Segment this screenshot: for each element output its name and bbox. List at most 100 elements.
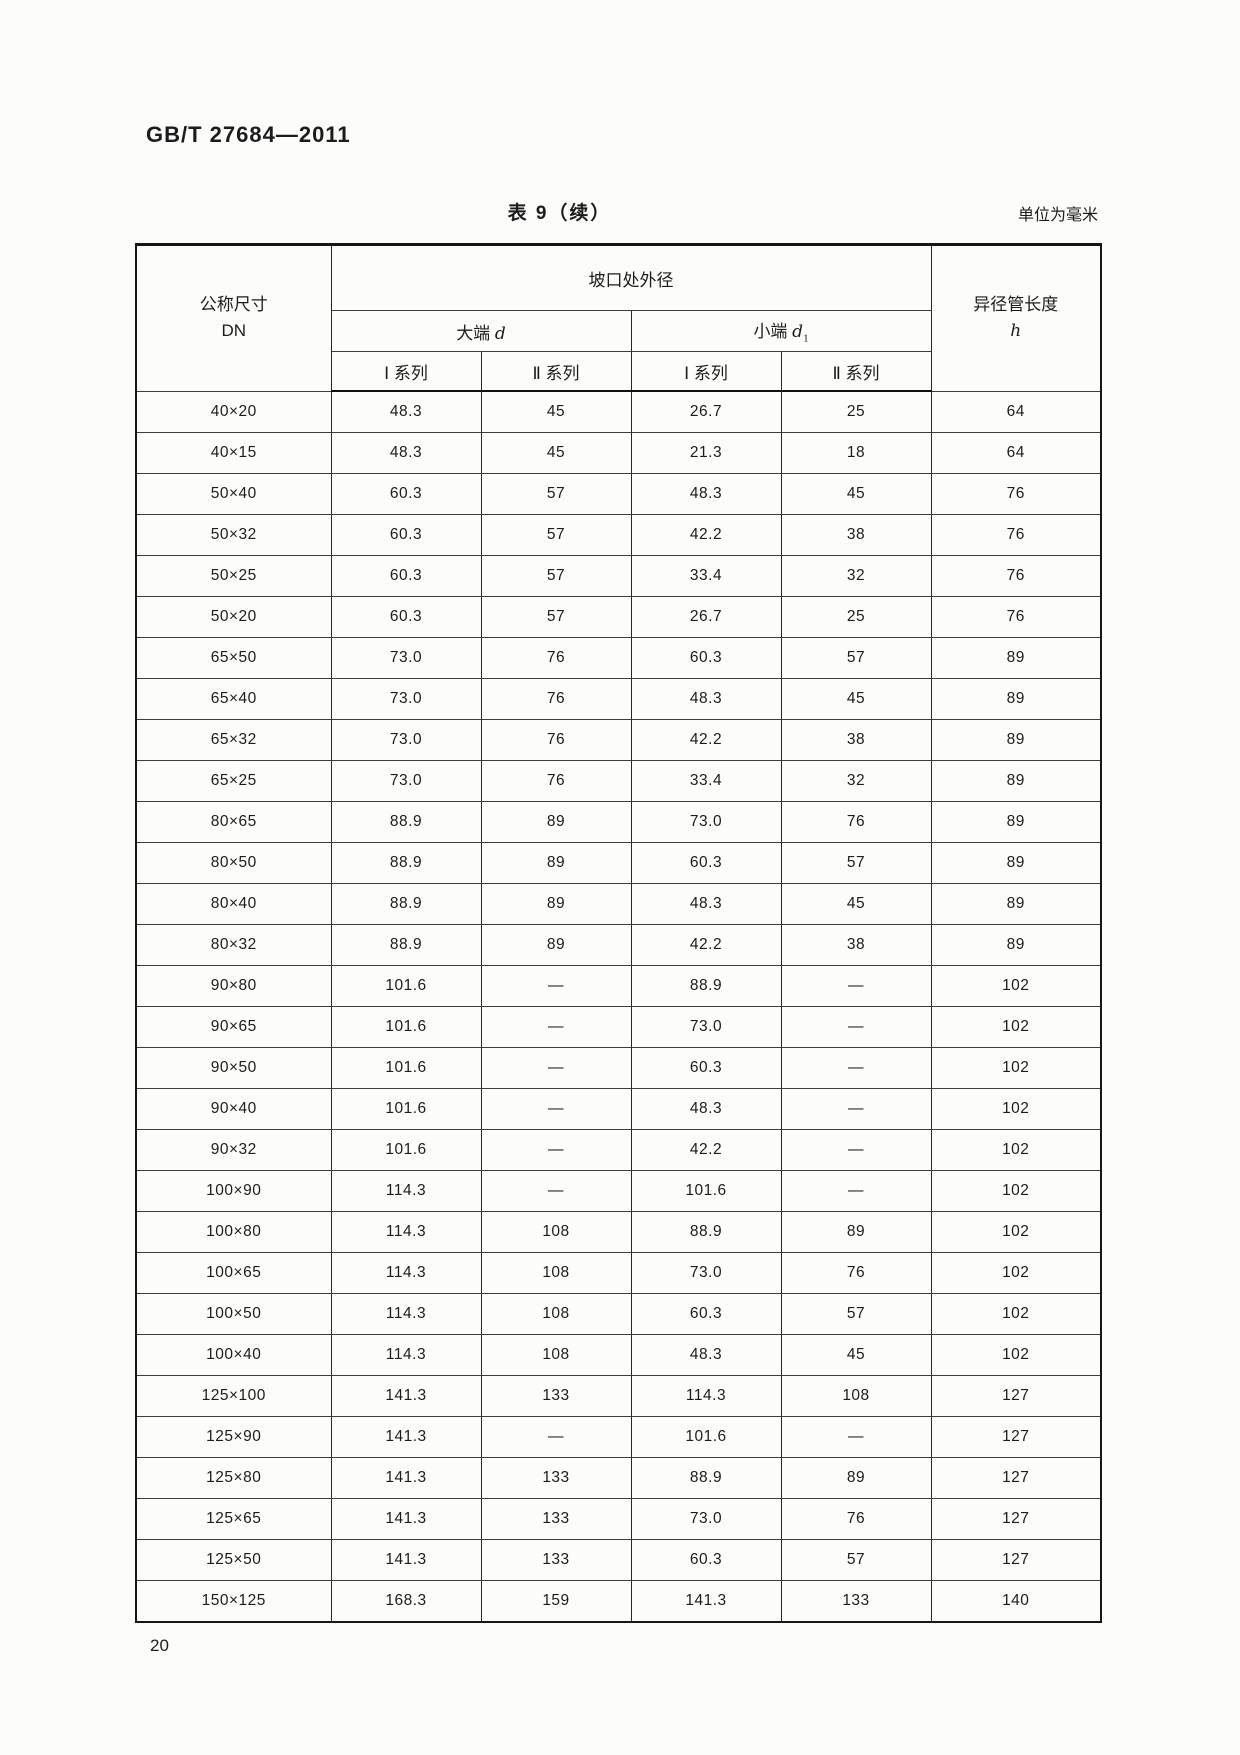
cell-length-h: 102 [930,1293,1102,1335]
cell-dn: 100×40 [135,1334,332,1376]
table-row: 90×80 101.6 — 88.9 — 102 [135,965,1102,1007]
cell-big-end-series-ii: 108 [480,1252,632,1294]
page-number: 20 [150,1636,169,1655]
cell-big-end-series-i: 101.6 [330,1088,482,1130]
cell-small-end-series-i: 60.3 [630,1539,782,1581]
cell-big-end-series-ii: — [480,1006,632,1048]
cell-big-end-series-i: 60.3 [330,473,482,515]
cell-dn: 100×65 [135,1252,332,1294]
cell-big-end-series-i: 73.0 [330,719,482,761]
cell-dn: 125×50 [135,1539,332,1581]
cell-big-end-series-i: 141.3 [330,1498,482,1540]
cell-dn: 80×50 [135,842,332,884]
cell-dn: 65×40 [135,678,332,720]
cell-length-h: 102 [930,1047,1102,1089]
cell-length-h: 102 [930,965,1102,1007]
table-row: 40×15 48.3 45 21.3 18 64 [135,432,1102,474]
cell-big-end-series-i: 88.9 [330,801,482,843]
cell-dn: 100×50 [135,1293,332,1335]
cell-big-end-series-ii: 133 [480,1457,632,1499]
cell-big-end-series-ii: 108 [480,1211,632,1253]
table-row: 80×32 88.9 89 42.2 38 89 [135,924,1102,966]
cell-small-end-series-i: 88.9 [630,1211,782,1253]
cell-big-end-series-i: 114.3 [330,1170,482,1212]
table-row: 50×40 60.3 57 48.3 45 76 [135,473,1102,515]
cell-small-end-series-i: 88.9 [630,1457,782,1499]
cell-small-end-series-i: 60.3 [630,1293,782,1335]
cell-length-h: 127 [930,1375,1102,1417]
cell-length-h: 89 [930,801,1102,843]
cell-dn: 80×32 [135,924,332,966]
cell-dn: 150×125 [135,1580,332,1623]
cell-dn: 50×25 [135,555,332,597]
cell-length-h: 76 [930,596,1102,638]
header-od-group: 坡口处外径 [330,244,932,311]
cell-small-end-series-ii: 38 [780,514,932,556]
cell-big-end-series-ii: 159 [480,1580,632,1623]
table-row: 50×25 60.3 57 33.4 32 76 [135,555,1102,597]
cell-dn: 65×50 [135,637,332,679]
header-reducer-length: 异径管长度 h [930,244,1102,392]
cell-big-end-series-ii: — [480,1129,632,1171]
header-small-end: 小端 d1 [630,310,932,352]
header-small-end-subscript: 1 [803,332,809,345]
table-body: 40×20 48.3 45 26.7 25 64 40×15 48.3 45 2… [135,390,1102,1623]
table-row: 90×50 101.6 — 60.3 — 102 [135,1047,1102,1089]
cell-big-end-series-i: 101.6 [330,965,482,1007]
cell-small-end-series-i: 48.3 [630,678,782,720]
table-row: 50×32 60.3 57 42.2 38 76 [135,514,1102,556]
table-row: 100×40 114.3 108 48.3 45 102 [135,1334,1102,1376]
cell-big-end-series-i: 141.3 [330,1375,482,1417]
table-row: 125×90 141.3 — 101.6 — 127 [135,1416,1102,1458]
cell-small-end-series-i: 60.3 [630,842,782,884]
cell-small-end-series-ii: — [780,1416,932,1458]
header-small-end-label: 小端 [753,322,788,342]
cell-small-end-series-ii: — [780,1129,932,1171]
cell-big-end-series-i: 114.3 [330,1334,482,1376]
cell-big-end-series-ii: 57 [480,514,632,556]
header-series-i-big-end: Ⅰ 系列 [330,351,482,392]
cell-small-end-series-ii: 38 [780,924,932,966]
cell-dn: 90×65 [135,1006,332,1048]
cell-length-h: 89 [930,760,1102,802]
cell-small-end-series-ii: 108 [780,1375,932,1417]
cell-length-h: 76 [930,473,1102,515]
cell-length-h: 89 [930,719,1102,761]
cell-small-end-series-ii: 18 [780,432,932,474]
header-big-end: 大端 d [330,310,632,352]
cell-dn: 125×90 [135,1416,332,1458]
cell-length-h: 89 [930,883,1102,925]
cell-small-end-series-ii: 32 [780,555,932,597]
cell-big-end-series-i: 101.6 [330,1047,482,1089]
cell-big-end-series-i: 60.3 [330,555,482,597]
cell-big-end-series-i: 73.0 [330,637,482,679]
cell-big-end-series-ii: 76 [480,637,632,679]
cell-small-end-series-ii: 45 [780,883,932,925]
cell-dn: 65×25 [135,760,332,802]
cell-big-end-series-i: 60.3 [330,514,482,556]
cell-big-end-series-ii: 45 [480,390,632,433]
cell-small-end-series-i: 33.4 [630,760,782,802]
cell-length-h: 102 [930,1170,1102,1212]
cell-small-end-series-i: 73.0 [630,1498,782,1540]
cell-big-end-series-i: 114.3 [330,1293,482,1335]
cell-small-end-series-i: 73.0 [630,801,782,843]
cell-length-h: 102 [930,1006,1102,1048]
cell-big-end-series-ii: 89 [480,842,632,884]
cell-big-end-series-ii: 133 [480,1498,632,1540]
cell-dn: 80×40 [135,883,332,925]
cell-length-h: 102 [930,1252,1102,1294]
cell-big-end-series-i: 73.0 [330,678,482,720]
header-big-end-label: 大端 [456,323,491,343]
cell-big-end-series-ii: — [480,965,632,1007]
cell-small-end-series-i: 42.2 [630,1129,782,1171]
cell-big-end-series-ii: — [480,1088,632,1130]
table-caption-row: 表 9（续） 单位为毫米 [135,198,1100,234]
cell-big-end-series-i: 88.9 [330,883,482,925]
cell-small-end-series-ii: 57 [780,842,932,884]
cell-small-end-series-ii: 57 [780,637,932,679]
table-row: 80×50 88.9 89 60.3 57 89 [135,842,1102,884]
cell-big-end-series-i: 60.3 [330,596,482,638]
cell-length-h: 140 [930,1580,1102,1623]
cell-big-end-series-i: 114.3 [330,1252,482,1294]
